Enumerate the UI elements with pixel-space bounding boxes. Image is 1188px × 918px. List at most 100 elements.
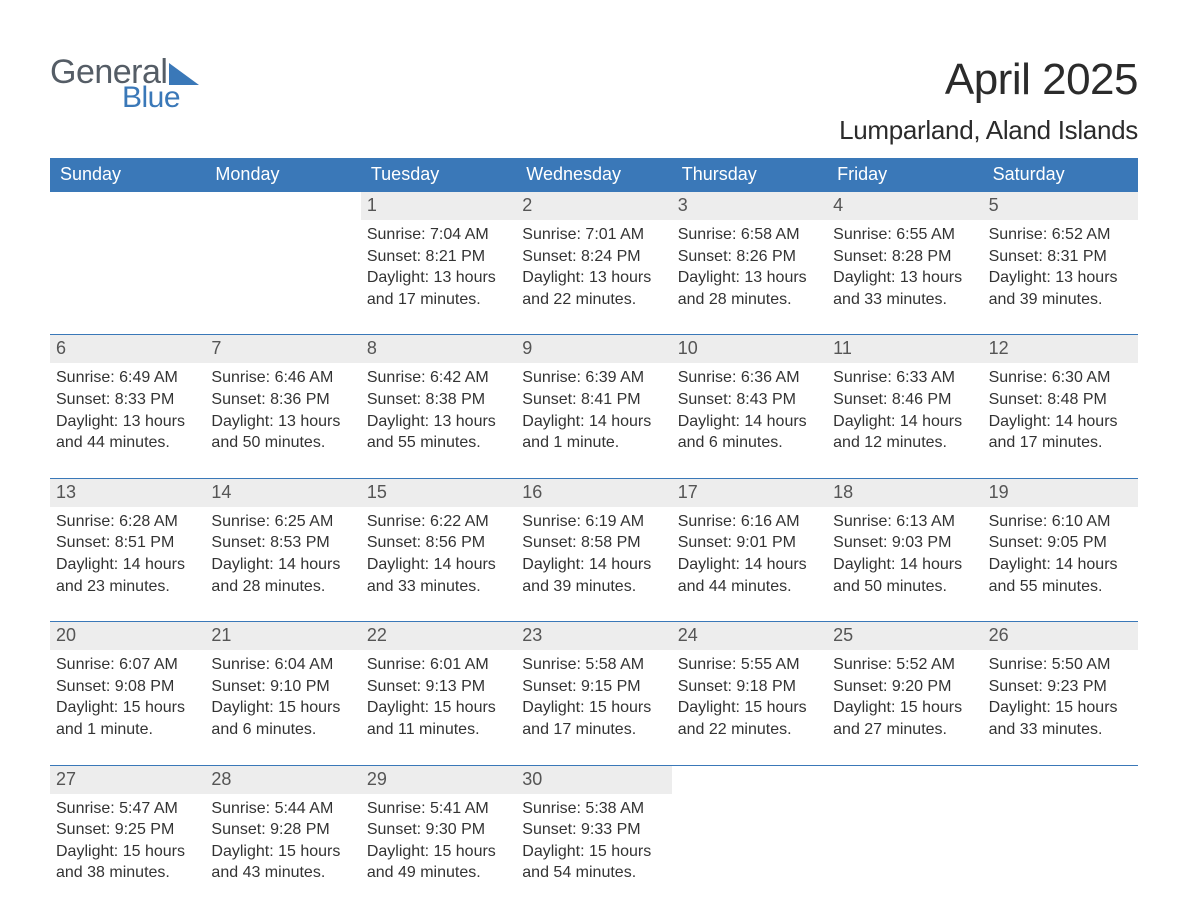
sunrise-line: Sunrise: 6:25 AM [211,511,354,533]
day-cell: Sunrise: 6:42 AMSunset: 8:38 PMDaylight:… [361,363,516,477]
sunrise-line: Sunrise: 6:07 AM [56,654,199,676]
daylight-line: Daylight: 13 hours and 28 minutes. [678,267,821,310]
sunset-line: Sunset: 9:23 PM [989,676,1132,698]
day-cell: Sunrise: 5:58 AMSunset: 9:15 PMDaylight:… [516,650,671,764]
daylight-line: Daylight: 14 hours and 17 minutes. [989,411,1132,454]
day-number: 12 [983,335,1138,363]
daylight-line: Daylight: 15 hours and 27 minutes. [833,697,976,740]
daylight-line: Daylight: 15 hours and 1 minute. [56,697,199,740]
sunset-line: Sunset: 8:43 PM [678,389,821,411]
day-cell: Sunrise: 6:49 AMSunset: 8:33 PMDaylight:… [50,363,205,477]
day-cell: Sunrise: 5:52 AMSunset: 9:20 PMDaylight:… [827,650,982,764]
sunrise-line: Sunrise: 6:19 AM [522,511,665,533]
sunset-line: Sunset: 8:48 PM [989,389,1132,411]
month-title: April 2025 [839,55,1138,105]
daylight-line: Daylight: 15 hours and 54 minutes. [522,841,665,884]
daylight-line: Daylight: 13 hours and 22 minutes. [522,267,665,310]
sunrise-line: Sunrise: 6:28 AM [56,511,199,533]
sunrise-line: Sunrise: 5:47 AM [56,798,199,820]
sunrise-line: Sunrise: 6:55 AM [833,224,976,246]
day-cell: Sunrise: 6:25 AMSunset: 8:53 PMDaylight:… [205,507,360,621]
sunrise-line: Sunrise: 6:39 AM [522,367,665,389]
sunset-line: Sunset: 9:28 PM [211,819,354,841]
day-number [205,192,360,220]
sunset-line: Sunset: 9:18 PM [678,676,821,698]
sunset-line: Sunset: 8:26 PM [678,246,821,268]
day-number: 28 [205,766,360,794]
sunset-line: Sunset: 8:56 PM [367,532,510,554]
day-number-row: 13141516171819 [50,479,1138,507]
sunrise-line: Sunrise: 5:52 AM [833,654,976,676]
sunset-line: Sunset: 8:38 PM [367,389,510,411]
sunset-line: Sunset: 9:10 PM [211,676,354,698]
sunrise-line: Sunrise: 6:42 AM [367,367,510,389]
day-number: 1 [361,192,516,220]
sunset-line: Sunset: 8:21 PM [367,246,510,268]
day-number: 6 [50,335,205,363]
calendar-week: 27282930Sunrise: 5:47 AMSunset: 9:25 PMD… [50,765,1138,908]
sunset-line: Sunset: 8:36 PM [211,389,354,411]
sunrise-line: Sunrise: 5:55 AM [678,654,821,676]
day-cell: Sunrise: 6:39 AMSunset: 8:41 PMDaylight:… [516,363,671,477]
daylight-line: Daylight: 14 hours and 55 minutes. [989,554,1132,597]
logo-word-2: Blue [122,83,199,113]
weekday-header-row: SundayMondayTuesdayWednesdayThursdayFrid… [50,158,1138,191]
daylight-line: Daylight: 13 hours and 33 minutes. [833,267,976,310]
sunset-line: Sunset: 9:30 PM [367,819,510,841]
day-number-row: 20212223242526 [50,622,1138,650]
sunrise-line: Sunrise: 6:49 AM [56,367,199,389]
day-cell [205,220,360,334]
top-bar: General Blue April 2025 Lumparland, Alan… [50,55,1138,146]
sunset-line: Sunset: 9:13 PM [367,676,510,698]
weekday-header: Monday [205,158,360,191]
sunrise-line: Sunrise: 6:22 AM [367,511,510,533]
sunset-line: Sunset: 9:03 PM [833,532,976,554]
day-cell: Sunrise: 5:38 AMSunset: 9:33 PMDaylight:… [516,794,671,908]
day-cell: Sunrise: 6:58 AMSunset: 8:26 PMDaylight:… [672,220,827,334]
sunrise-line: Sunrise: 6:30 AM [989,367,1132,389]
day-number: 27 [50,766,205,794]
day-number: 5 [983,192,1138,220]
daylight-line: Daylight: 13 hours and 39 minutes. [989,267,1132,310]
day-cell: Sunrise: 6:55 AMSunset: 8:28 PMDaylight:… [827,220,982,334]
daylight-line: Daylight: 14 hours and 12 minutes. [833,411,976,454]
daylight-line: Daylight: 13 hours and 44 minutes. [56,411,199,454]
day-cell: Sunrise: 6:13 AMSunset: 9:03 PMDaylight:… [827,507,982,621]
day-number: 25 [827,622,982,650]
logo: General Blue [50,55,199,113]
day-cell: Sunrise: 7:04 AMSunset: 8:21 PMDaylight:… [361,220,516,334]
day-number [983,766,1138,794]
day-number: 22 [361,622,516,650]
day-cell: Sunrise: 6:46 AMSunset: 8:36 PMDaylight:… [205,363,360,477]
sunset-line: Sunset: 8:51 PM [56,532,199,554]
sunset-line: Sunset: 8:28 PM [833,246,976,268]
sunrise-line: Sunrise: 5:44 AM [211,798,354,820]
day-cell: Sunrise: 6:10 AMSunset: 9:05 PMDaylight:… [983,507,1138,621]
day-number: 18 [827,479,982,507]
day-number: 11 [827,335,982,363]
day-cell: Sunrise: 5:50 AMSunset: 9:23 PMDaylight:… [983,650,1138,764]
daylight-line: Daylight: 14 hours and 23 minutes. [56,554,199,597]
sunrise-line: Sunrise: 5:50 AM [989,654,1132,676]
day-number [50,192,205,220]
day-number: 15 [361,479,516,507]
day-number: 23 [516,622,671,650]
day-number: 17 [672,479,827,507]
day-number: 16 [516,479,671,507]
sunrise-line: Sunrise: 6:52 AM [989,224,1132,246]
day-number: 9 [516,335,671,363]
daylight-line: Daylight: 13 hours and 50 minutes. [211,411,354,454]
daylight-line: Daylight: 13 hours and 55 minutes. [367,411,510,454]
sunset-line: Sunset: 8:31 PM [989,246,1132,268]
sunrise-line: Sunrise: 6:46 AM [211,367,354,389]
day-cell: Sunrise: 6:52 AMSunset: 8:31 PMDaylight:… [983,220,1138,334]
day-body-row: Sunrise: 6:07 AMSunset: 9:08 PMDaylight:… [50,650,1138,764]
day-number: 20 [50,622,205,650]
day-body-row: Sunrise: 6:49 AMSunset: 8:33 PMDaylight:… [50,363,1138,477]
day-number [827,766,982,794]
day-number: 3 [672,192,827,220]
day-cell [827,794,982,908]
calendar-week: 20212223242526Sunrise: 6:07 AMSunset: 9:… [50,621,1138,764]
day-number: 10 [672,335,827,363]
daylight-line: Daylight: 15 hours and 22 minutes. [678,697,821,740]
